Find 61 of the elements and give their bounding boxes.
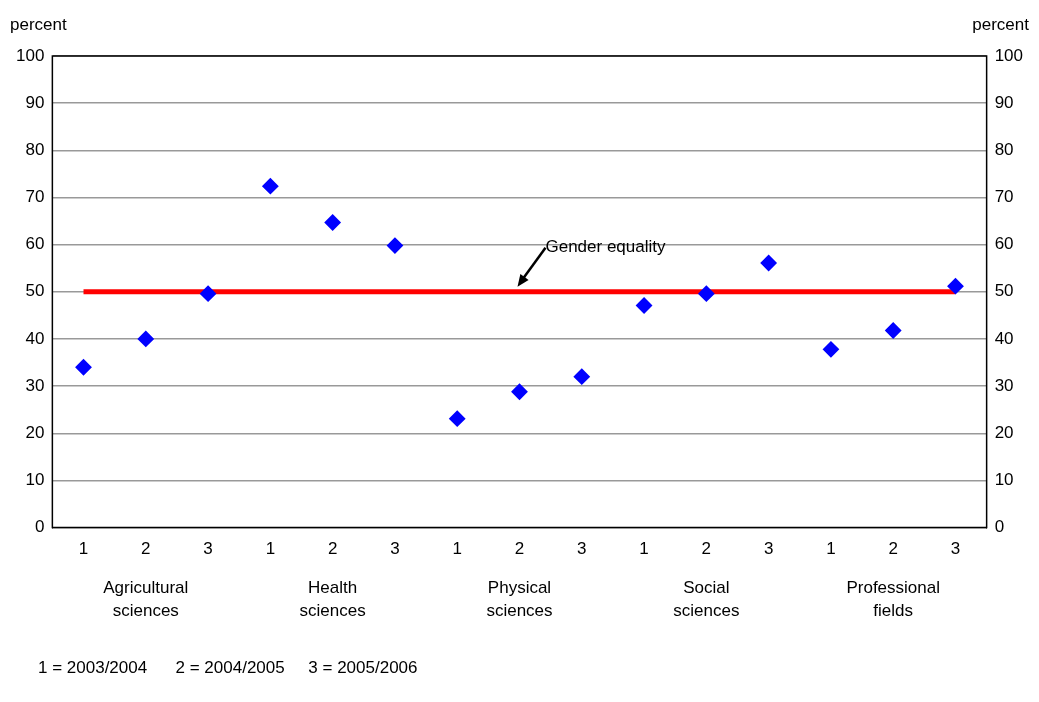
x-tick-label: 3 — [577, 539, 587, 559]
y2-tick-label: 80 — [994, 140, 1014, 160]
y-tick-label: 20 — [25, 422, 45, 442]
ref-line-label: Gender equality — [545, 236, 667, 256]
y2-tick-label: 100 — [994, 45, 1024, 65]
text: Social sciences — [673, 577, 740, 620]
x-tick-label: 2 — [141, 539, 151, 559]
point — [262, 178, 279, 195]
y-tick-label: 90 — [25, 92, 45, 112]
point — [75, 359, 92, 376]
x-tick-label: 2 — [514, 539, 525, 559]
point — [698, 285, 715, 302]
x-tick-label: 2 — [888, 539, 898, 559]
x-tick-label: 2 — [327, 539, 338, 559]
x-tick-label: 3 — [390, 539, 400, 559]
y-tick-label: 100 — [15, 45, 45, 65]
x-tick-label: 3 — [950, 539, 961, 559]
point — [511, 383, 528, 400]
text: 1 = 2003/2004 2 = 2004/2005 3 = 2005/2006 — [38, 657, 418, 677]
y-tick-label: 40 — [25, 328, 45, 348]
point — [137, 330, 154, 347]
y-tick-label: 70 — [25, 187, 45, 207]
point — [947, 278, 964, 295]
y-tick-label: 30 — [25, 375, 45, 395]
point — [760, 255, 777, 272]
point — [386, 237, 403, 254]
x-tick-label: 1 — [639, 539, 649, 559]
y-axis-title: percent — [10, 15, 67, 35]
y2-axis-title: percent — [972, 15, 1030, 35]
point — [573, 368, 590, 385]
y-tick-label: 10 — [25, 470, 45, 490]
x-tick-label: 1 — [78, 539, 89, 559]
y-tick-label: 60 — [25, 234, 45, 254]
x-tick-label: 2 — [701, 539, 712, 559]
y2-tick-label: 10 — [994, 470, 1014, 490]
x-tick-label: 1 — [265, 539, 276, 559]
y2-tick-label: 0 — [994, 517, 1005, 537]
text: Health sciences — [299, 577, 366, 620]
y2-tick-label: 50 — [994, 281, 1014, 301]
y2-tick-label: 30 — [994, 375, 1014, 395]
y2-tick-label: 60 — [994, 234, 1014, 254]
point — [449, 410, 466, 427]
point — [636, 297, 653, 314]
y2-tick-label: 20 — [994, 422, 1014, 442]
point — [885, 322, 902, 339]
y2-tick-label: 90 — [994, 92, 1014, 112]
y-tick-label: 0 — [34, 517, 45, 537]
text: Physical sciences — [486, 577, 553, 620]
x-tick-label: 1 — [826, 539, 836, 559]
x-tick-label: 3 — [203, 539, 213, 559]
x-tick-label: 1 — [452, 539, 462, 559]
y-tick-label: 80 — [25, 140, 45, 160]
y-tick-label: 50 — [25, 281, 45, 301]
point — [324, 214, 341, 231]
x-tick-label: 3 — [763, 539, 774, 559]
y2-tick-label: 70 — [994, 187, 1014, 207]
point — [200, 285, 217, 302]
text: Professional fields — [846, 577, 940, 620]
y2-tick-label: 40 — [994, 328, 1014, 348]
text: Agricultural sciences — [103, 577, 189, 620]
point — [822, 341, 839, 358]
